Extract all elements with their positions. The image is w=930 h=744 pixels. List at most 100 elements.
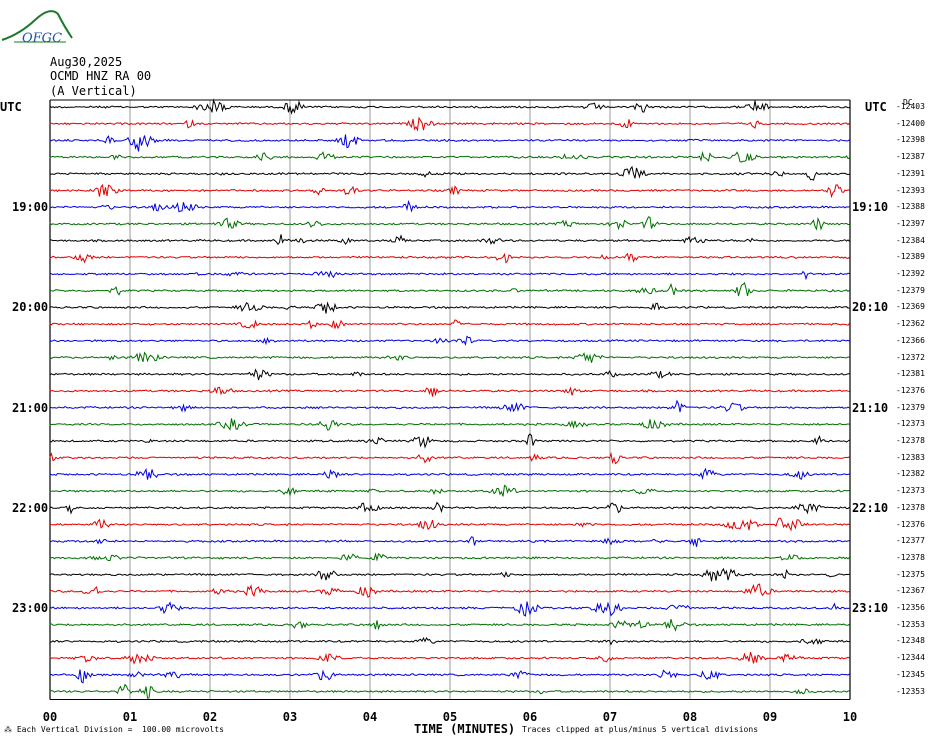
dc-offset-label: -12400: [896, 118, 925, 128]
trace-row-19: [49, 418, 850, 431]
left-hour-label: 21:00: [12, 400, 49, 415]
dc-offset-label: -12379: [896, 285, 925, 295]
ofgc-logo: OFGC: [1, 10, 73, 46]
x-tick-label: 02: [202, 710, 218, 724]
x-axis-label: TIME (MINUTES): [414, 722, 516, 736]
x-tick-label: 03: [282, 710, 298, 724]
dc-offset-label: -12391: [896, 168, 925, 178]
x-tick-label: 07: [602, 710, 618, 724]
dc-offset-label: -12348: [896, 636, 925, 646]
right-hour-label: 19:10: [852, 200, 889, 215]
trace-row-7: [49, 216, 850, 231]
dc-offset-label: -12398: [896, 135, 925, 145]
header-station: OCMD HNZ RA 00: [50, 69, 152, 83]
trace-row-14: [49, 335, 850, 347]
trace-row-1: [49, 116, 850, 132]
trace-row-17: [49, 386, 850, 397]
dc-offset-label: -12378: [896, 502, 925, 512]
dc-offset-label: -12376: [896, 385, 925, 395]
trace-row-25: [49, 517, 850, 532]
dc-offset-label: -12382: [896, 469, 925, 479]
x-tick-label: 06: [522, 710, 538, 724]
trace-row-20: [49, 433, 850, 449]
trace-row-15: [49, 351, 850, 363]
logo-text: OFGC: [22, 31, 62, 46]
x-tick-label: 05: [442, 710, 458, 724]
left-hour-label: 22:00: [12, 500, 49, 515]
trace-row-5: [49, 183, 850, 199]
logo-swoosh: [1, 10, 73, 41]
dc-offset-label: -12381: [896, 369, 925, 379]
right-utc-label: UTC: [865, 100, 887, 114]
dc-offset-label: -12362: [896, 319, 925, 329]
right-hour-label: 23:10: [852, 601, 889, 615]
dc-offset-label: -12344: [896, 653, 925, 663]
dc-offset-label: -12397: [896, 218, 925, 228]
trace-row-28: [49, 567, 850, 582]
trace-row-18: [49, 399, 850, 413]
dc-offset-label: -12389: [896, 252, 925, 262]
left-hour-label: 20:00: [12, 300, 49, 315]
left-hour-label: 19:00: [12, 200, 49, 215]
trace-row-8: [49, 234, 850, 246]
left-hour-label: 23:00: [12, 601, 49, 615]
right-hour-label: 22:10: [852, 500, 889, 515]
footer-right-note: Traces clipped at plus/minus 5 vertical …: [522, 725, 759, 734]
dc-offset-label: -12373: [896, 419, 925, 429]
dc-offset-label: -12353: [896, 686, 925, 696]
dc-offset-label: -12403: [896, 102, 925, 111]
right-hour-label: 20:10: [852, 300, 889, 315]
trace-row-34: [49, 669, 850, 684]
trace-row-24: [49, 501, 850, 515]
trace-row-4: [49, 165, 850, 181]
dc-offset-label: -12388: [896, 202, 925, 212]
header-date: Aug30,2025: [50, 55, 123, 69]
dc-offset-label: -12378: [896, 436, 925, 445]
dc-offset-label: -12375: [896, 569, 925, 579]
trace-row-12: [49, 301, 850, 314]
x-tick-label: 00: [42, 710, 58, 724]
dc-offset-label: -12376: [896, 519, 925, 529]
dc-offset-label: -12393: [896, 185, 925, 195]
x-tick-label: 08: [682, 710, 698, 724]
trace-row-13: [49, 319, 850, 330]
dc-offset-label: -12353: [896, 619, 925, 629]
x-tick-label: 09: [762, 710, 778, 724]
dc-offset-label: -12366: [896, 335, 925, 345]
trace-row-23: [49, 484, 850, 497]
trace-row-3: [49, 150, 850, 163]
header-component: (A Vertical): [50, 84, 137, 98]
dc-offset-label: -12378: [896, 552, 925, 562]
dc-offset-label: -12369: [896, 302, 925, 312]
trace-row-27: [49, 552, 850, 562]
trace-row-16: [49, 368, 850, 381]
trace-row-10: [49, 270, 850, 281]
trace-row-29: [49, 583, 850, 598]
trace-row-9: [49, 252, 850, 264]
trace-row-31: [49, 618, 850, 632]
trace-row-2: [49, 134, 850, 152]
trace-row-32: [49, 636, 850, 646]
x-tick-label: 10: [842, 710, 858, 724]
dc-offset-label: -12373: [896, 486, 925, 496]
trace-row-21: [49, 451, 850, 465]
dc-offset-label: -12367: [896, 586, 925, 596]
x-tick-label: 01: [122, 710, 138, 724]
trace-row-30: [49, 601, 850, 617]
footer-left-text: Each Vertical Division = 100.00 microvol…: [16, 725, 224, 734]
dc-offset-label: -12392: [896, 269, 925, 278]
trace-row-26: [49, 536, 850, 547]
right-hour-label: 21:10: [852, 400, 889, 415]
left-utc-label: UTC: [0, 100, 22, 114]
trace-row-11: [50, 281, 850, 297]
dc-offset-label: -12383: [896, 452, 925, 462]
trace-row-6: [49, 199, 850, 213]
trace-row-22: [49, 467, 850, 481]
dc-label: DC: [903, 98, 913, 107]
dc-offset-label: -12377: [896, 536, 925, 546]
dc-offset-label: -12387: [896, 152, 925, 162]
dc-offset-label: -12356: [896, 603, 925, 612]
trace-row-35: [49, 683, 850, 699]
dc-offset-label: -12372: [896, 352, 925, 362]
